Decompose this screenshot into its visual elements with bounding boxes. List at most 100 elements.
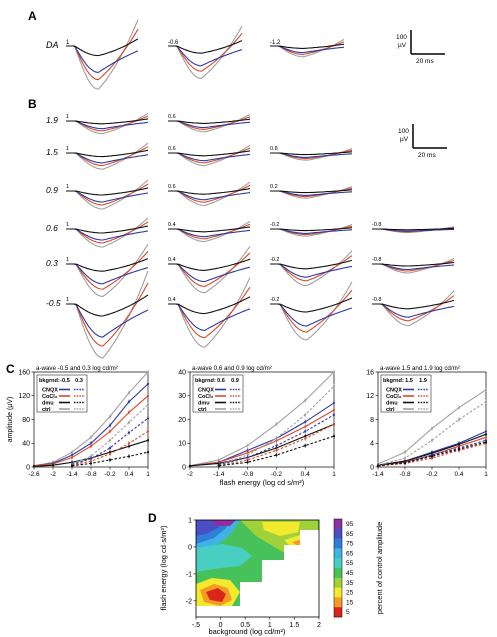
y-tick-label: 80: [22, 417, 30, 424]
panel-a: A DA 1 -0.6 -1.2 100 µV 20 ms: [28, 9, 445, 90]
data-point: [246, 461, 249, 464]
row-label: 1.5: [46, 147, 58, 157]
data-point: [89, 442, 93, 445]
data-point: [108, 458, 112, 461]
series-line: [218, 423, 335, 467]
data-point: [304, 413, 307, 416]
legend-entry-label: CoCl₂: [198, 394, 214, 400]
legend-entry-label: CoCl₂: [42, 394, 58, 400]
data-point: [51, 464, 55, 467]
ctrl-trace: [168, 25, 243, 79]
series-line: [189, 423, 335, 467]
ctrl-trace: [66, 270, 149, 359]
x-axis-label: flash energy (log cd s/m²): [220, 478, 305, 487]
x-tick-label: -0.2: [426, 471, 438, 478]
y-tick-label: 16: [366, 369, 374, 376]
data-point: [70, 451, 74, 454]
cocl2-trace: [168, 33, 243, 72]
data-point: [403, 461, 407, 464]
data-point: [332, 401, 336, 404]
y-tick-label: 0: [182, 464, 186, 471]
colorbar-tick-label: 85: [346, 531, 354, 538]
data-point: [332, 408, 336, 412]
data-point: [146, 394, 150, 397]
colorbar-segment: [334, 607, 342, 618]
heatmap-region: [196, 544, 252, 572]
heatmap-unmeasured-region: [240, 560, 320, 618]
data-point: [275, 454, 278, 457]
line-charts-c: a-wave -0.5 and 0.3 log cd/m²-2.6 -2 -1.4-…: [7, 365, 488, 487]
data-point: [332, 370, 336, 374]
y-tick-label: 0: [26, 464, 30, 471]
data-point: [304, 425, 307, 428]
data-point: [146, 382, 150, 385]
data-point: [275, 446, 278, 450]
dmu-trace: [270, 297, 353, 313]
data-point: [108, 430, 112, 433]
data-point: [89, 445, 93, 448]
trace-label: -0.2: [270, 222, 279, 228]
y-tick-label: 40: [178, 369, 186, 376]
data-point: [89, 436, 93, 439]
line-chart-1: a-wave -0.5 and 0.3 log cd/m²-2.6 -2 -1.4-…: [7, 365, 150, 478]
legend-header: bkgrnd:: [383, 378, 404, 384]
panel-b-labels: 1.9 1 0.6 1.5 1 0.6 0.8 0.9 1 0.6 0.2 0.6 1 0.4 -0.2 -0…: [46, 114, 381, 308]
data-point: [246, 454, 249, 457]
legend-header: 0.6: [217, 378, 225, 384]
dmu-trace: [372, 261, 455, 267]
x-tick-label: -1.4: [213, 471, 225, 478]
data-point: [332, 423, 336, 426]
colorbar-label: percent of control amplitude: [375, 522, 384, 615]
dmu-trace: [168, 118, 251, 124]
data-point: [127, 455, 131, 458]
data-point: [89, 462, 93, 465]
data-point: [332, 385, 336, 388]
series-line: [189, 371, 335, 467]
dmu-trace: [66, 225, 149, 234]
data-point: [70, 454, 74, 457]
data-point: [275, 449, 278, 452]
chart-title: a-wave -0.5 and 0.3 log cd/m²: [36, 365, 118, 372]
y-tick-label: 10: [178, 441, 186, 448]
cnqx-trace: [270, 152, 353, 158]
data-point: [127, 421, 131, 424]
data-point: [246, 449, 249, 452]
data-point: [127, 400, 131, 403]
y-tick-label: 160: [18, 369, 30, 376]
legend-header: 0.9: [231, 378, 239, 384]
colorbar-segment: [334, 528, 342, 539]
legend-entry-label: ctrl: [386, 407, 395, 413]
ctrl-trace: [168, 277, 251, 348]
trace-label: 1: [66, 222, 69, 228]
cnqx-trace: [168, 228, 251, 238]
row-label: 0.6: [46, 223, 58, 233]
y-axis-label: amplitude (µV): [7, 397, 14, 443]
panel-d: D: [148, 511, 384, 636]
data-point: [332, 413, 336, 416]
cnqx-trace: [66, 190, 149, 203]
trace-label: 1: [66, 40, 70, 46]
erg-traces-b: [66, 112, 455, 359]
x-tick-label: -0.2: [104, 471, 116, 478]
colorbar-tick-label: 55: [346, 560, 354, 567]
dmu-trace: [168, 40, 243, 54]
trace-label: 0.2: [270, 184, 278, 190]
colorbar-segment: [334, 577, 342, 588]
colorbar-tick-label: 5: [346, 609, 350, 616]
dmu-trace: [168, 258, 251, 271]
legend-header: -0.5: [60, 378, 70, 384]
chart-title: a-wave 1.5 and 1.9 log cd/m²: [380, 365, 460, 372]
trace-label: 1: [66, 257, 69, 263]
cocl2-trace: [168, 252, 251, 287]
y-tick-label: 0: [370, 464, 374, 471]
row-label: 0.9: [46, 185, 58, 195]
dmu-trace: [168, 226, 251, 233]
y-tick-label: 40: [22, 441, 30, 448]
data-point: [304, 437, 307, 440]
cocl2-trace: [372, 295, 455, 322]
cnqx-trace: [66, 45, 139, 73]
data-point: [457, 406, 461, 409]
y-tick-label: -1: [186, 571, 192, 578]
data-point: [108, 452, 112, 456]
